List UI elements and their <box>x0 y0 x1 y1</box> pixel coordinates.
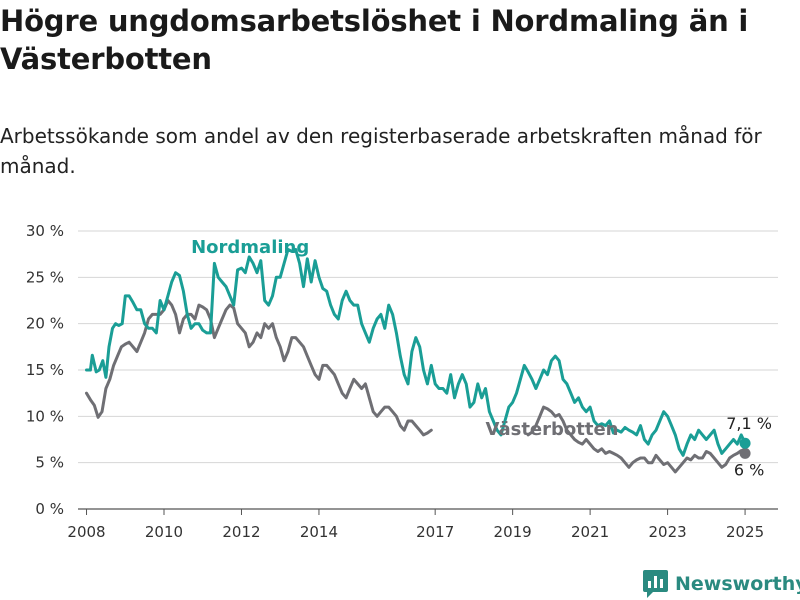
newsworthy-logo-icon <box>643 570 668 598</box>
x-tick-label: 2017 <box>416 523 454 541</box>
end-point-vasterbotten <box>739 447 751 459</box>
y-tick-label: 5 % <box>35 454 64 472</box>
chart-subtitle: Arbetssökande som andel av den registerb… <box>0 124 762 178</box>
series-label-nordmaling: Nordmaling <box>191 237 309 258</box>
series-label-vasterbotten: Västerbotten <box>486 419 619 440</box>
end-point-nordmaling <box>739 437 751 449</box>
newsworthy-logo[interactable]: Newsworthy <box>643 569 800 599</box>
x-tick-label: 2023 <box>649 523 687 541</box>
series-labels: Nordmaling 7,1 % Västerbotten 6 % <box>191 237 772 479</box>
y-axis: 0 % 5 % 10 % 15 % 20 % 25 % 30 % <box>26 222 64 518</box>
series-line-vasterbotten <box>85 299 433 437</box>
y-tick-label: 0 % <box>35 500 64 518</box>
y-tick-label: 10 % <box>26 407 64 425</box>
y-tick-label: 20 % <box>26 315 64 333</box>
x-tick-label: 2012 <box>222 523 260 541</box>
series-line-nordmaling <box>85 248 747 457</box>
end-value-label-vasterbotten: 6 % <box>734 460 764 479</box>
end-value-label-nordmaling: 7,1 % <box>726 414 772 433</box>
y-tick-label: 25 % <box>26 268 64 286</box>
x-axis: 2008 2010 2012 2014 2017 2019 2021 2023 2025 <box>67 509 764 541</box>
x-tick-label: 2014 <box>300 523 338 541</box>
x-tick-label: 2008 <box>67 523 105 541</box>
x-tick-label: 2025 <box>726 523 764 541</box>
x-tick-label: 2010 <box>145 523 183 541</box>
y-tick-label: 30 % <box>26 222 64 240</box>
y-tick-label: 15 % <box>26 361 64 379</box>
series-lines <box>85 248 751 474</box>
series-line-vasterbotten <box>526 405 747 474</box>
chart-title: Högre ungdomsarbetslöshet i Nordmaling ä… <box>0 4 749 76</box>
logo-text: Newsworthy <box>675 573 800 595</box>
x-tick-label: 2019 <box>494 523 532 541</box>
x-tick-label: 2021 <box>571 523 609 541</box>
line-chart: 0 %5 %10 %15 %20 %25 %30 % 2008 2010 2012 2… <box>26 222 778 541</box>
